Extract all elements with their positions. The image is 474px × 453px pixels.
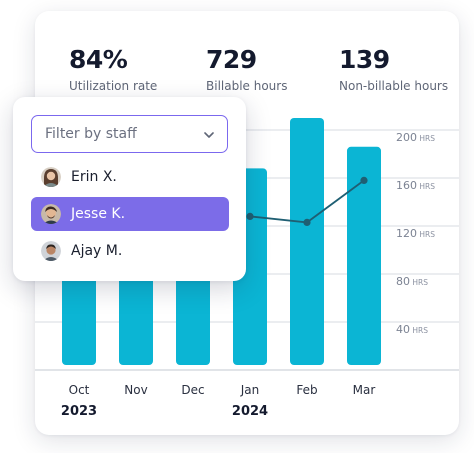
- y-tick-label: 200 HRS: [396, 131, 435, 144]
- x-tick-label: Mar: [353, 383, 376, 397]
- chevron-down-icon: [204, 128, 214, 141]
- staff-option-label: Jesse K.: [71, 206, 126, 222]
- avatar: [41, 241, 61, 261]
- staff-option-ajay[interactable]: Ajay M.: [31, 234, 229, 268]
- trend-point: [360, 176, 368, 184]
- metric-billable-hours: 729 Billable hours: [206, 45, 287, 93]
- staff-option-label: Erin X.: [71, 169, 117, 185]
- trend-point: [303, 218, 311, 226]
- staff-filter-dropdown: Filter by staff Erin X. Jesse K.: [13, 97, 246, 281]
- bar: [290, 118, 324, 365]
- staff-option-label: Ajay M.: [71, 243, 123, 259]
- metric-label: Utilization rate: [69, 79, 158, 93]
- metric-value: 729: [206, 45, 257, 74]
- metric-label: Billable hours: [206, 79, 288, 93]
- avatar: [41, 204, 61, 224]
- year-label: 2023: [61, 404, 97, 419]
- y-tick-label: 80 HRS: [396, 275, 428, 288]
- year-label: 2024: [232, 404, 268, 419]
- metric-value: 139: [339, 45, 390, 74]
- staff-option-erin[interactable]: Erin X.: [31, 160, 229, 194]
- x-tick-label: Oct: [69, 383, 90, 397]
- filter-placeholder: Filter by staff: [45, 126, 137, 142]
- metric-non-billable-hours: 139 Non-billable hours: [339, 45, 448, 93]
- x-tick-label: Dec: [181, 383, 204, 397]
- staff-filter-select[interactable]: Filter by staff: [31, 115, 228, 153]
- x-tick-label: Feb: [296, 383, 317, 397]
- metric-label: Non-billable hours: [339, 79, 449, 93]
- y-tick-label: 40 HRS: [396, 323, 428, 336]
- y-tick-label: 120 HRS: [396, 227, 435, 240]
- bar: [347, 146, 381, 365]
- avatar: [41, 167, 61, 187]
- metric-utilization: 84% Utilization rate: [69, 45, 157, 93]
- y-tick-label: 160 HRS: [396, 179, 435, 192]
- trend-point: [246, 212, 254, 220]
- staff-option-jesse[interactable]: Jesse K.: [31, 197, 229, 231]
- x-tick-label: Jan: [240, 383, 260, 397]
- metric-value: 84%: [69, 45, 128, 74]
- x-tick-label: Nov: [124, 383, 147, 397]
